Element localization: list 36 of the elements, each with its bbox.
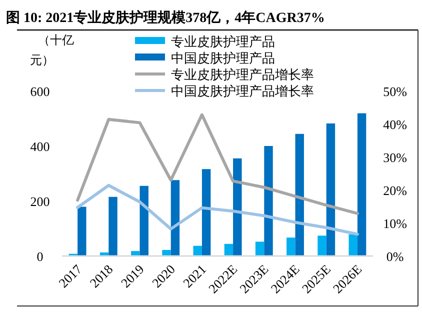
bar <box>357 113 366 256</box>
y-tick-label: 400 <box>30 139 50 154</box>
y-tick-label: 600 <box>30 84 50 99</box>
bar <box>140 186 148 256</box>
bar <box>170 180 180 256</box>
y-tick-label: 0 <box>36 249 44 264</box>
y2-tick-label: 10% <box>383 216 408 231</box>
legend-label: 中国皮肤护理产品增长率 <box>171 84 314 98</box>
chart-title: 图 10: 2021专业皮肤护理规模378亿，4年CAGR37% <box>6 9 325 26</box>
legend-label: 中国皮肤护理产品 <box>171 50 275 66</box>
legend-label: 专业皮肤护理产品 <box>171 34 275 49</box>
line-series <box>76 113 359 215</box>
bar <box>131 251 140 256</box>
bar <box>264 146 273 256</box>
y2-tick-label: 20% <box>383 183 408 198</box>
bar <box>162 250 171 256</box>
bar <box>193 246 202 256</box>
y2-tick-label: 50% <box>383 84 408 99</box>
bar <box>202 169 211 256</box>
bar <box>326 123 336 256</box>
y2-tick-label: 0% <box>386 249 404 264</box>
bar <box>108 196 118 256</box>
y2-tick-label: 40% <box>383 117 408 132</box>
bar <box>233 158 242 256</box>
bar <box>255 242 264 256</box>
bar <box>348 234 358 256</box>
bar <box>318 236 326 256</box>
line-series <box>76 184 359 236</box>
y2-tick-label: 30% <box>383 150 408 165</box>
bar <box>286 238 296 256</box>
legend-label: 专业皮肤护理产品增长率 <box>171 67 314 82</box>
y-tick-label: 200 <box>30 194 50 209</box>
y-axis-title: （十亿元） <box>30 33 74 67</box>
bar <box>224 244 234 256</box>
bar <box>295 134 304 256</box>
bar <box>78 206 86 256</box>
